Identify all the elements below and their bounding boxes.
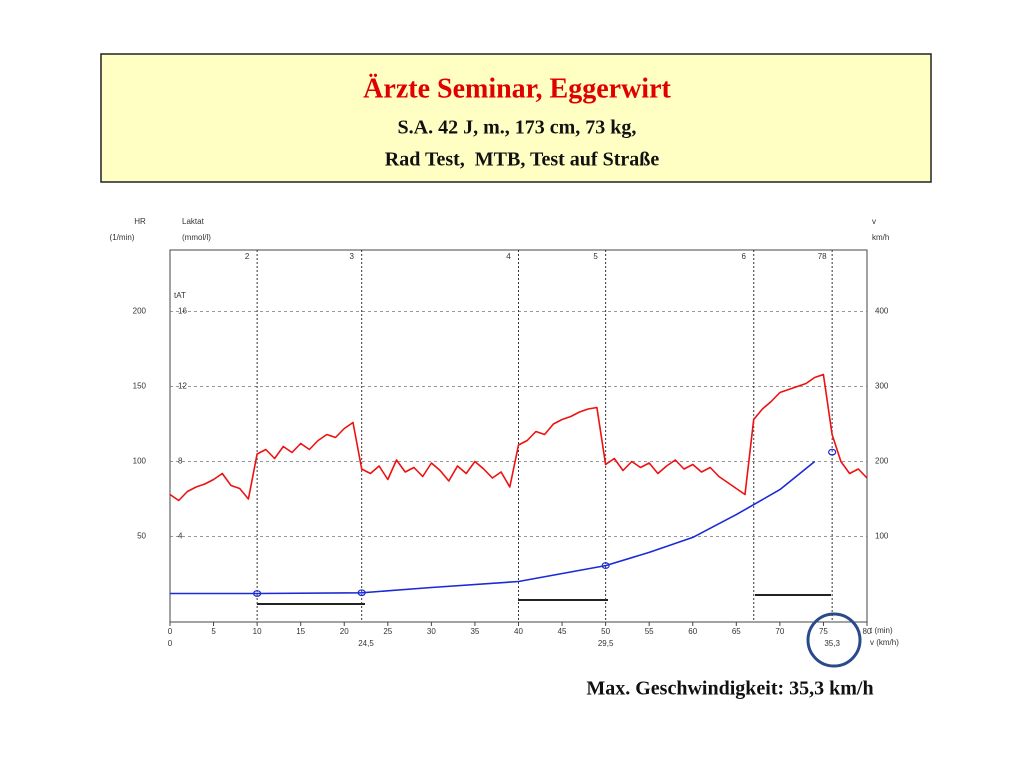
axis-label: t (min) [870,626,893,635]
x-tick-label: 30 [427,627,436,636]
phase-label: 78 [818,252,827,261]
axis-label: v (km/h) [870,638,899,647]
x-tick-label: 45 [558,627,567,636]
x-tick-label: 35 [470,627,479,636]
axis-label: (mmol/l) [182,233,211,242]
y-tick-label: 50 [137,532,146,541]
y2-tick-label: 400 [875,307,889,316]
x-tick-label: 50 [601,627,610,636]
phase-label: 4 [506,252,511,261]
data-point [357,589,366,597]
y-tick-label: 200 [133,307,147,316]
axis-label: HR [134,217,146,226]
x-tick-label: 75 [819,627,828,636]
header-box [100,53,932,183]
y2-tick-label: 300 [875,382,889,391]
data-point [601,562,610,569]
y-tick-label: 150 [133,382,147,391]
x-tick-label: 10 [253,627,262,636]
axis-label: km/h [872,233,889,242]
axis-label: Laktat [182,217,205,226]
phase-label: 6 [742,252,747,261]
x-tick-label: 25 [383,627,392,636]
axis-label: tAT [174,291,186,300]
y2-tick-label: 200 [875,457,889,466]
data-line [170,460,816,595]
x-tick-label: 80 [863,627,872,636]
axis-label: v [872,217,876,226]
title: Ärzte Seminar, Eggerwirt [363,73,671,104]
data-point [828,448,837,456]
x-tick-label: 15 [296,627,305,636]
axis-label: (1/min) [110,233,135,242]
y2-tick-label: 100 [875,532,889,541]
x-tick-label: 55 [645,627,654,636]
phase-label: 2 [245,252,250,261]
footer-note: Max. Geschwindigkeit: 35,3 km/h [586,678,873,700]
x2-tick-label: 29,5 [598,639,614,648]
x-tick-label: 70 [775,627,784,636]
x2-tick-label: 35,3 [824,639,840,648]
phase-label: 3 [349,252,354,261]
phase-bars [257,594,831,605]
x2-tick-label: 0 [168,639,173,648]
y3-tick-label: 8 [178,457,183,466]
highlight-circle [806,612,862,668]
x-tick-label: 60 [688,627,697,636]
data-line [169,373,868,502]
x-tick-label: 65 [732,627,741,636]
y3-tick-label: 12 [178,382,187,391]
x-tick-label: 5 [211,627,216,636]
x-tick-label: 20 [340,627,349,636]
subtitle: S.A. 42 J, m., 173 cm, 73 kg, [398,117,637,139]
subtitle: Rad Test, MTB, Test auf Straße [385,149,660,171]
data-point [253,590,262,597]
phase-label: 5 [593,252,598,261]
y-tick-label: 100 [133,457,147,466]
x2-tick-label: 24,5 [358,639,374,648]
x-tick-label: 40 [514,627,523,636]
y3-tick-label: 4 [178,532,183,541]
x-tick-label: 0 [168,627,173,636]
y3-tick-label: 16 [178,307,187,316]
